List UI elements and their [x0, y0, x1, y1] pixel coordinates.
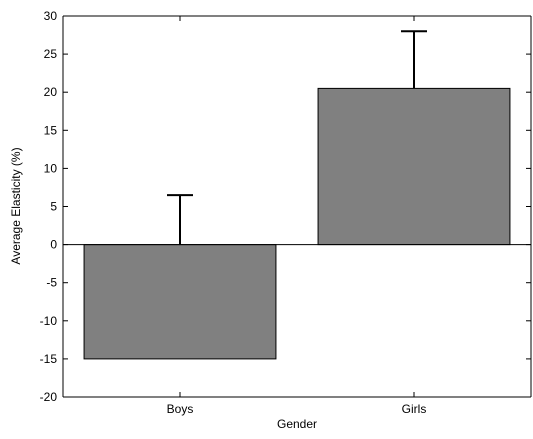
y-tick-label: 30: [44, 9, 58, 23]
x-tick-label-girls: Girls: [402, 402, 427, 416]
bar-girls: [317, 87, 511, 246]
y-axis-label: Average Elasticity (%): [9, 147, 23, 264]
y-tick-label: 5: [50, 200, 57, 214]
x-axis-label: Gender: [277, 417, 317, 431]
y-tick-label: -10: [40, 314, 58, 328]
x-ticks-layer: Boys Girls: [167, 16, 427, 416]
y-tick-label: -5: [46, 276, 57, 290]
y-tick-label: 20: [44, 85, 58, 99]
x-tick-label-boys: Boys: [167, 402, 194, 416]
bar-boys: [83, 244, 277, 360]
y-ticks-layer: -20 -15 -10 -5 0 5 10 15 20 25 30: [40, 9, 531, 404]
y-tick-label: 10: [44, 161, 58, 175]
y-tick-label: -15: [40, 352, 58, 366]
error-bars-layer: [167, 30, 427, 245]
y-tick-label: 15: [44, 123, 58, 137]
y-tick-label: 0: [50, 238, 57, 252]
y-tick-label: -20: [40, 390, 58, 404]
y-tick-label: 25: [44, 47, 58, 61]
